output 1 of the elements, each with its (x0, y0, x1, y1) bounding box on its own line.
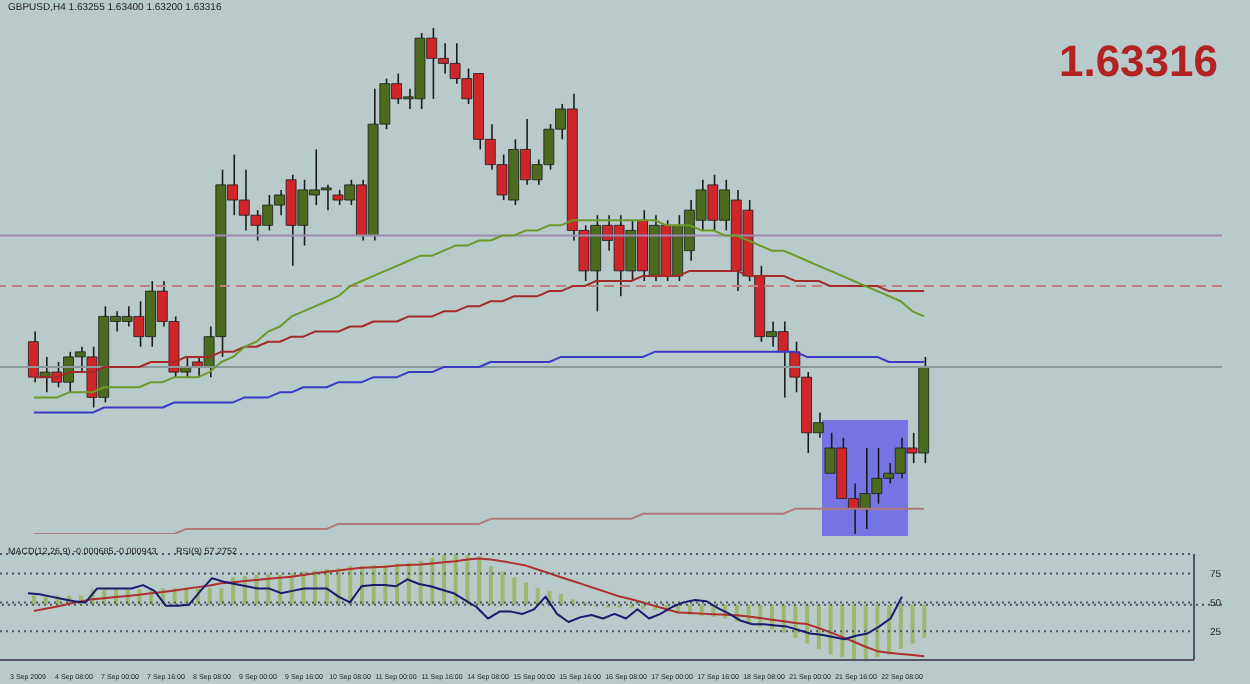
text: 1.63316 (1058, 36, 1218, 88)
